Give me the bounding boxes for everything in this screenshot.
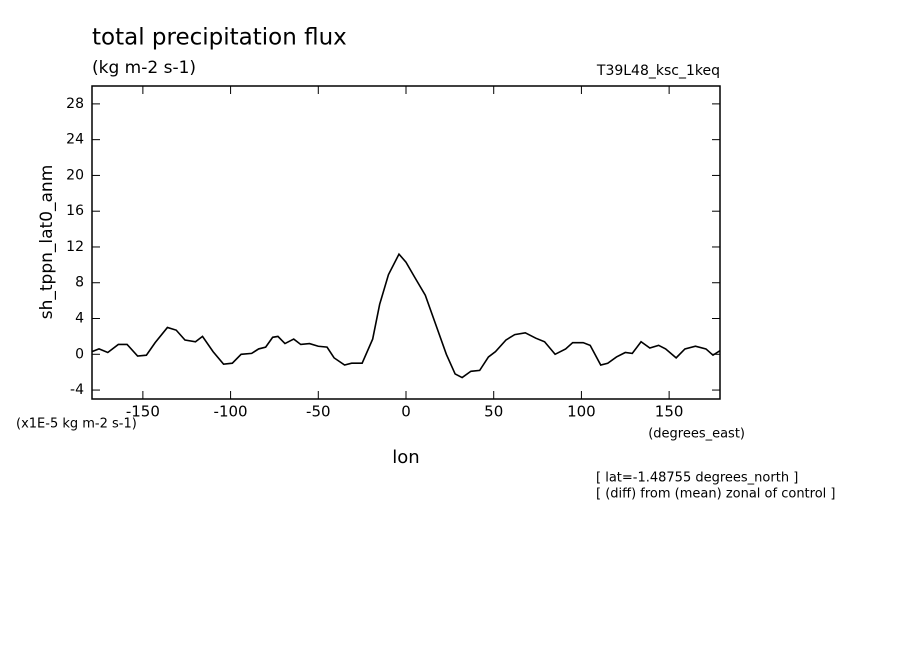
y-tick-label: 12 <box>66 239 84 255</box>
y-units: (x1E-5 kg m-2 s-1) <box>16 417 137 432</box>
note: [ lat=-1.48755 degrees_north ] <box>596 471 798 486</box>
y-tick-label: 20 <box>66 167 84 183</box>
dataset-label: T39L48_ksc_1keq <box>596 63 720 79</box>
note: [ (diff) from (mean) zonal of control ] <box>596 487 835 502</box>
chart-subtitle: (kg m-2 s-1) <box>92 58 196 78</box>
x-units: (degrees_east) <box>648 427 745 442</box>
x-tick-label: 100 <box>567 403 596 421</box>
x-tick-label: 0 <box>401 403 411 421</box>
y-tick-label: 8 <box>75 275 84 291</box>
y-tick-label: 0 <box>75 346 84 362</box>
y-tick-label: -4 <box>70 382 84 398</box>
y-tick-label: 24 <box>66 132 84 148</box>
x-tick-label: 150 <box>655 403 684 421</box>
x-axis-label: lon <box>392 447 419 468</box>
x-tick-label: -50 <box>306 403 331 421</box>
y-tick-label: 4 <box>75 311 84 327</box>
y-axis-label: sh_tppn_lat0_anm <box>37 165 57 320</box>
data-line <box>91 252 721 379</box>
x-tick-label: -150 <box>126 403 160 421</box>
chart-title: total precipitation flux <box>92 25 347 51</box>
x-tick-label: -100 <box>214 403 248 421</box>
x-tick-label: 50 <box>484 403 503 421</box>
y-tick-label: 16 <box>66 203 84 219</box>
y-tick-label: 28 <box>66 96 84 112</box>
